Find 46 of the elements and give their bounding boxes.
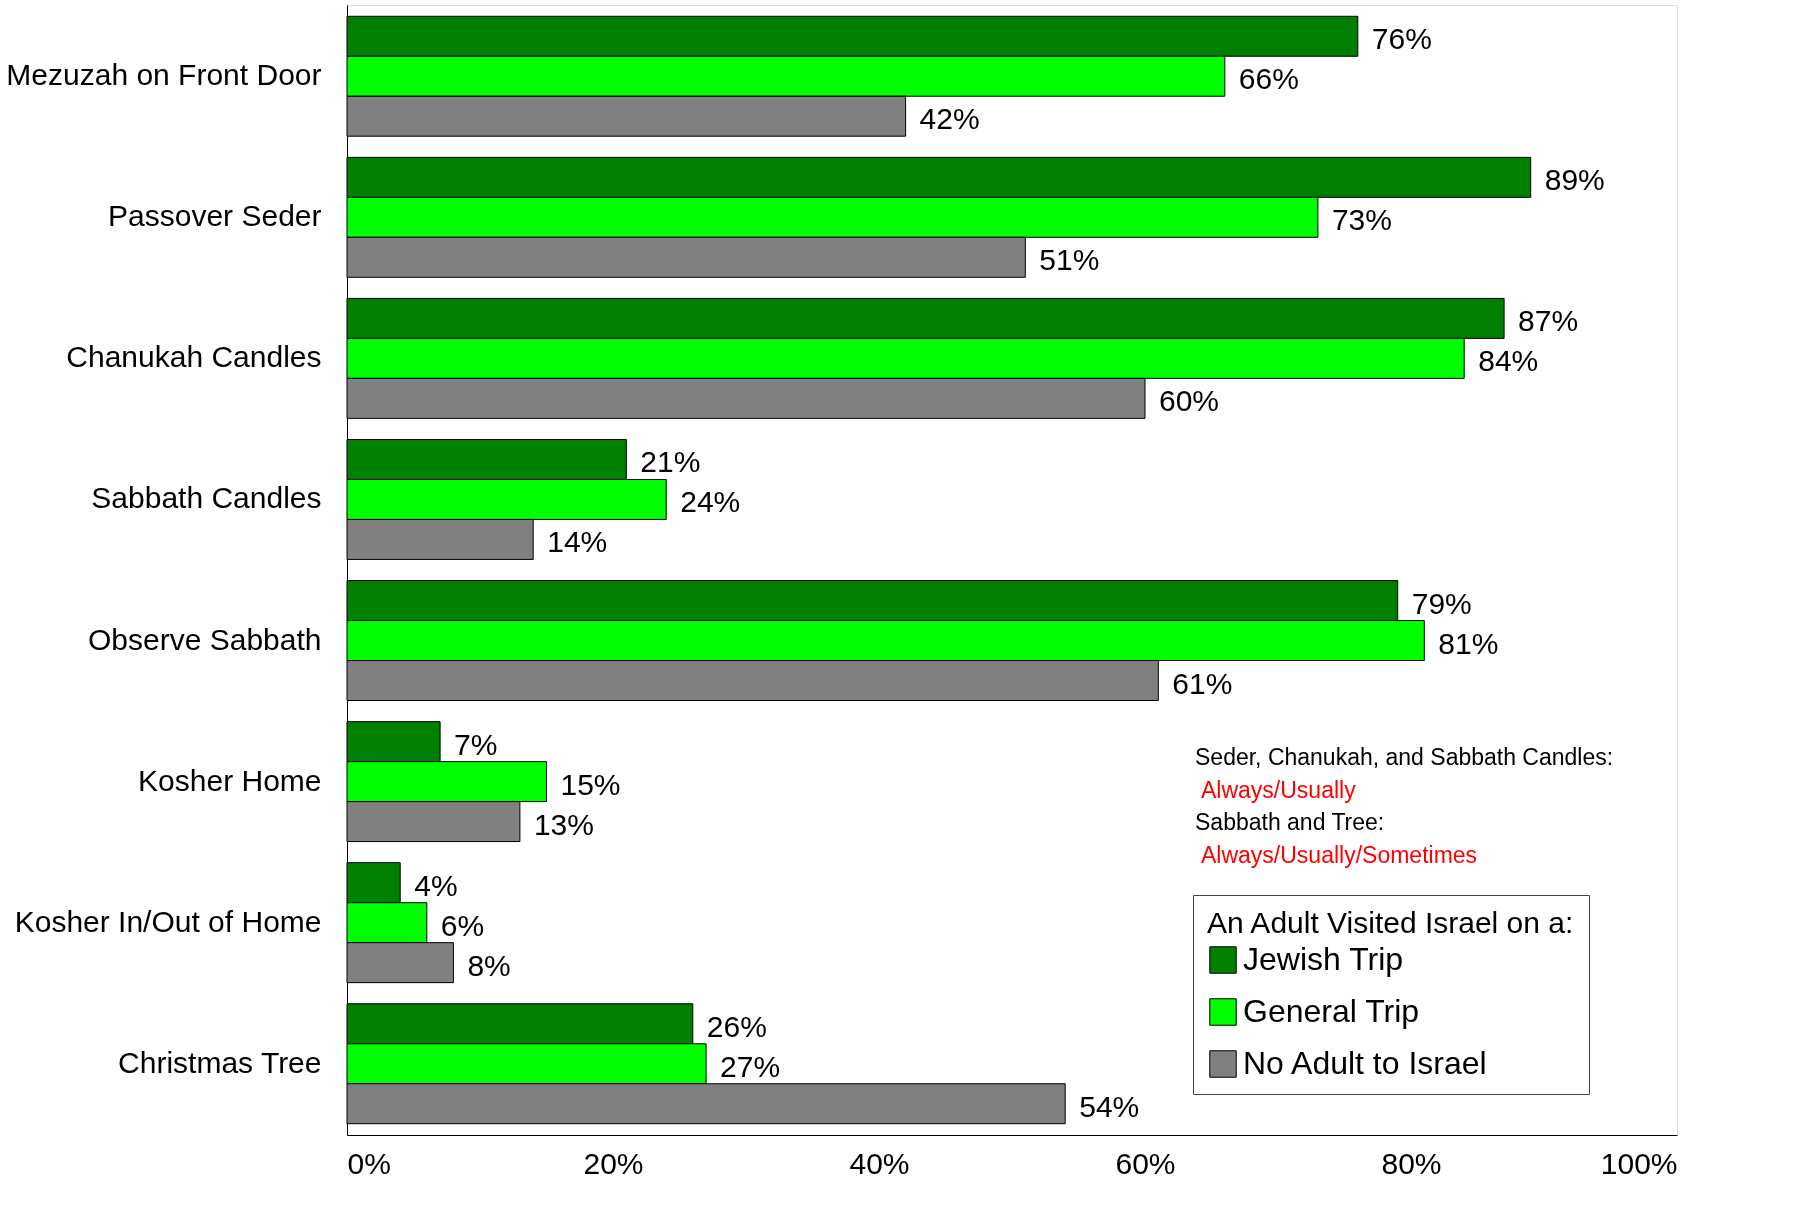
x-tick-label: 60%: [1115, 1146, 1176, 1180]
data-label: 8%: [467, 948, 511, 982]
data-label: 79%: [1411, 586, 1472, 620]
data-label: 13%: [533, 807, 594, 841]
data-label: 87%: [1518, 304, 1579, 338]
y-tick-label: Kosher Home: [138, 763, 322, 797]
legend-label: No Adult to Israel: [1243, 1045, 1487, 1081]
y-tick-label: Chanukah Candles: [66, 340, 322, 374]
x-tick-label: 20%: [583, 1146, 644, 1180]
data-label: 54%: [1079, 1089, 1140, 1123]
data-label: 7%: [454, 727, 498, 761]
legend-label: Jewish Trip: [1243, 941, 1404, 977]
data-label: 6%: [440, 908, 485, 942]
annotation: Always/Usually/Sometimes: [1201, 841, 1478, 868]
data-label: 15%: [560, 767, 621, 801]
x-tick-label: 100%: [1600, 1146, 1678, 1180]
x-tick-label: 0%: [347, 1146, 391, 1180]
x-tick-label: 80%: [1381, 1146, 1442, 1180]
data-label: 84%: [1478, 344, 1539, 378]
data-label: 26%: [706, 1009, 767, 1043]
y-tick-label: Passover Seder: [108, 199, 322, 233]
data-label: 66%: [1238, 62, 1299, 96]
annotation: Seder, Chanukah, and Sabbath Candles:: [1195, 744, 1614, 770]
data-label: 51%: [1039, 243, 1100, 277]
annotation: Always/Usually: [1201, 776, 1357, 803]
y-tick-label: Kosher In/Out of Home: [14, 904, 322, 938]
data-label: 76%: [1371, 22, 1432, 56]
annotation: Sabbath and Tree:: [1195, 809, 1385, 835]
data-label: 24%: [680, 485, 741, 519]
data-label: 14%: [547, 525, 608, 559]
data-label: 42%: [919, 102, 980, 136]
data-label: 21%: [640, 445, 701, 479]
data-label: 81%: [1438, 626, 1499, 660]
y-tick-label: Mezuzah on Front Door: [6, 58, 322, 92]
legend-label: General Trip: [1243, 993, 1420, 1029]
y-tick-label: Observe Sabbath: [88, 622, 322, 656]
data-label: 4%: [414, 868, 458, 902]
data-label: 60%: [1159, 384, 1220, 418]
y-tick-label: Christmas Tree: [118, 1045, 322, 1079]
data-label: 73%: [1331, 203, 1392, 237]
x-tick-label: 40%: [849, 1146, 910, 1180]
legend-title: An Adult Visited Israel on a:: [1207, 906, 1574, 939]
data-label: 27%: [720, 1049, 781, 1083]
data-label: 89%: [1544, 163, 1605, 197]
y-tick-label: Sabbath Candles: [91, 481, 322, 515]
data-label: 61%: [1172, 666, 1233, 700]
